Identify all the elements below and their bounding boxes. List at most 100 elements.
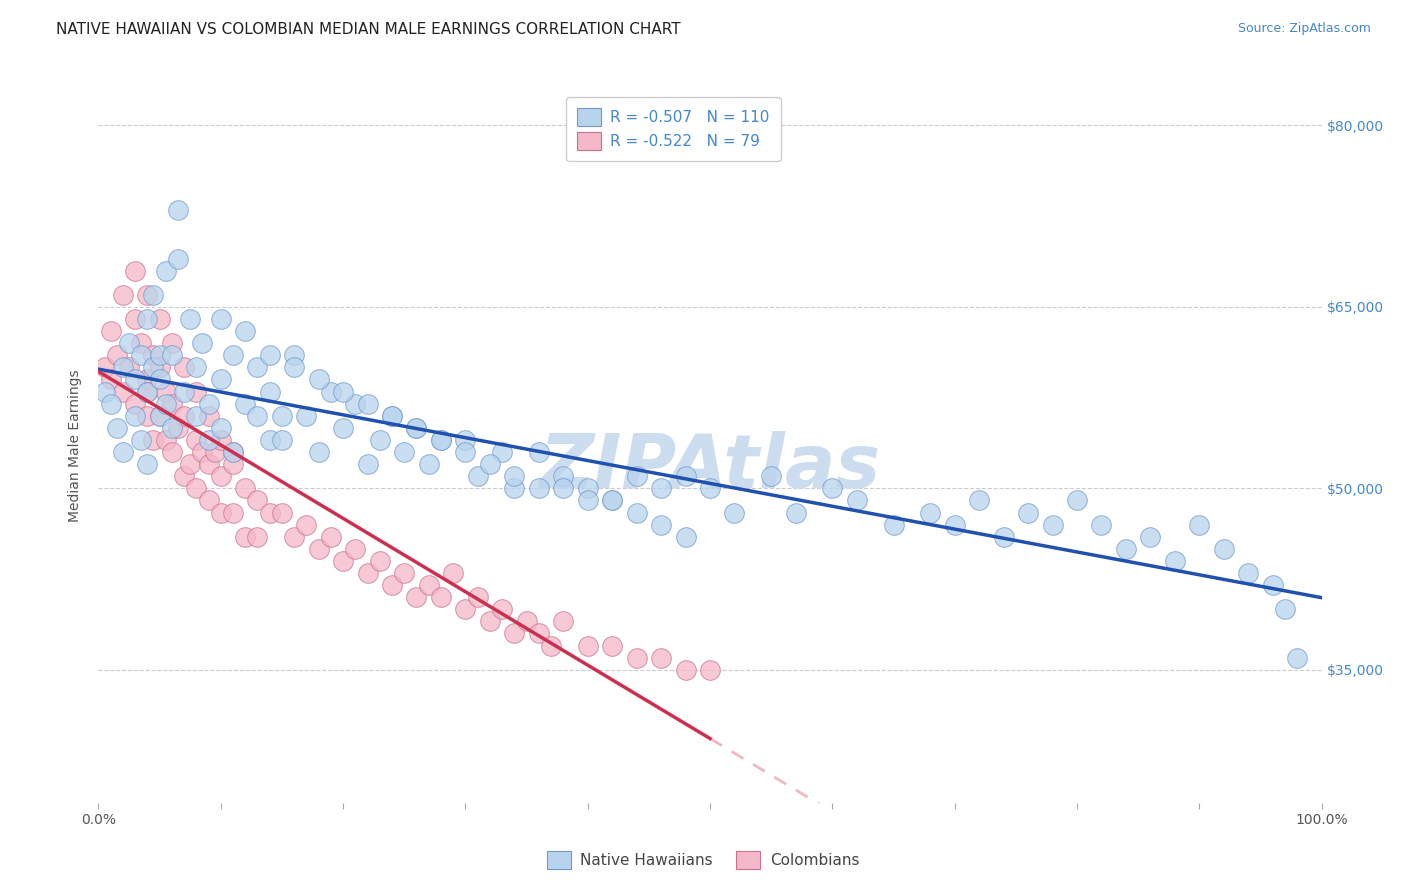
Point bbox=[167, 203, 190, 218]
Point bbox=[467, 590, 489, 604]
Point bbox=[111, 445, 134, 459]
Point bbox=[943, 517, 966, 532]
Point bbox=[124, 312, 146, 326]
Point bbox=[246, 360, 269, 375]
Point bbox=[283, 348, 305, 362]
Point bbox=[191, 336, 214, 351]
Point bbox=[197, 397, 219, 411]
Point bbox=[920, 506, 942, 520]
Point bbox=[332, 554, 354, 568]
Point bbox=[467, 469, 489, 483]
Point bbox=[222, 457, 245, 471]
Point bbox=[540, 639, 562, 653]
Point bbox=[319, 384, 342, 399]
Point bbox=[1164, 554, 1187, 568]
Point bbox=[124, 409, 146, 423]
Point bbox=[149, 409, 172, 423]
Point bbox=[503, 626, 526, 640]
Point bbox=[186, 409, 208, 423]
Point bbox=[179, 312, 201, 326]
Point bbox=[356, 397, 378, 411]
Point bbox=[118, 360, 141, 375]
Point bbox=[129, 433, 152, 447]
Point bbox=[356, 566, 378, 580]
Point bbox=[405, 421, 427, 435]
Point bbox=[155, 384, 177, 399]
Point bbox=[478, 615, 501, 629]
Point bbox=[600, 493, 623, 508]
Point bbox=[197, 433, 219, 447]
Text: Source: ZipAtlas.com: Source: ZipAtlas.com bbox=[1237, 22, 1371, 36]
Point bbox=[149, 312, 172, 326]
Point bbox=[430, 433, 453, 447]
Point bbox=[186, 384, 208, 399]
Point bbox=[723, 506, 745, 520]
Point bbox=[209, 506, 232, 520]
Point bbox=[650, 650, 672, 665]
Point bbox=[233, 530, 256, 544]
Point bbox=[136, 409, 159, 423]
Point bbox=[675, 469, 697, 483]
Point bbox=[515, 615, 537, 629]
Point bbox=[1286, 650, 1309, 665]
Point bbox=[1261, 578, 1284, 592]
Point bbox=[1090, 517, 1112, 532]
Point bbox=[650, 517, 672, 532]
Point bbox=[418, 457, 440, 471]
Point bbox=[179, 457, 201, 471]
Point bbox=[553, 615, 575, 629]
Point bbox=[1017, 506, 1039, 520]
Point bbox=[308, 372, 330, 386]
Point bbox=[155, 263, 177, 277]
Point bbox=[270, 506, 294, 520]
Point bbox=[441, 566, 464, 580]
Point bbox=[283, 360, 305, 375]
Point bbox=[553, 481, 575, 495]
Point bbox=[246, 493, 269, 508]
Point bbox=[576, 639, 599, 653]
Point bbox=[93, 384, 115, 399]
Point bbox=[160, 336, 183, 351]
Point bbox=[136, 457, 159, 471]
Point bbox=[155, 433, 177, 447]
Point bbox=[381, 409, 404, 423]
Point bbox=[233, 481, 256, 495]
Point bbox=[100, 324, 122, 338]
Point bbox=[222, 445, 245, 459]
Point bbox=[160, 348, 183, 362]
Point bbox=[233, 397, 256, 411]
Point bbox=[136, 372, 159, 386]
Point bbox=[155, 397, 177, 411]
Point bbox=[993, 530, 1015, 544]
Legend: R = -0.507   N = 110, R = -0.522   N = 79: R = -0.507 N = 110, R = -0.522 N = 79 bbox=[567, 97, 780, 161]
Point bbox=[761, 469, 783, 483]
Point bbox=[136, 384, 159, 399]
Point bbox=[191, 445, 214, 459]
Point bbox=[503, 469, 526, 483]
Point bbox=[246, 530, 269, 544]
Point bbox=[332, 421, 354, 435]
Point bbox=[160, 421, 183, 435]
Point bbox=[478, 457, 501, 471]
Point bbox=[1237, 566, 1260, 580]
Point bbox=[186, 481, 208, 495]
Point bbox=[1188, 517, 1211, 532]
Point bbox=[308, 445, 330, 459]
Point bbox=[405, 590, 427, 604]
Point bbox=[675, 530, 697, 544]
Point bbox=[1066, 493, 1088, 508]
Point bbox=[699, 663, 721, 677]
Point bbox=[197, 493, 219, 508]
Point bbox=[124, 263, 146, 277]
Point bbox=[149, 360, 172, 375]
Point bbox=[93, 360, 115, 375]
Point bbox=[186, 433, 208, 447]
Point bbox=[173, 409, 195, 423]
Point bbox=[222, 506, 245, 520]
Point bbox=[105, 421, 128, 435]
Point bbox=[600, 639, 623, 653]
Point bbox=[356, 457, 378, 471]
Point bbox=[600, 493, 623, 508]
Point bbox=[209, 312, 232, 326]
Point bbox=[553, 469, 575, 483]
